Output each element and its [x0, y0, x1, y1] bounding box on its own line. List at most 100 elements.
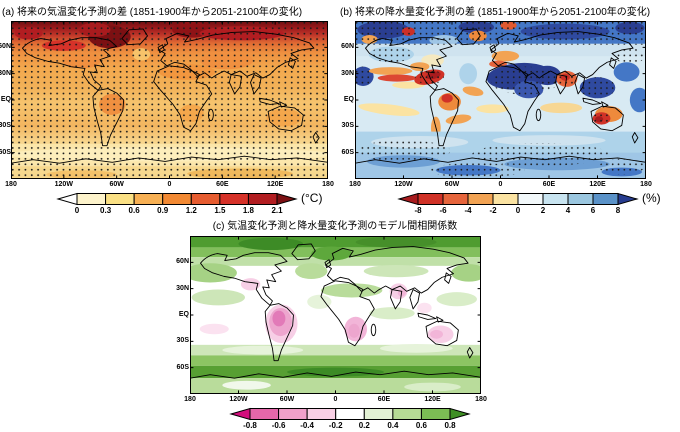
colorbar-tick-label: 0: [515, 206, 521, 215]
colorbar-segment: [306, 408, 337, 420]
lon-label: 60W: [444, 181, 460, 188]
colorbar-tick-label: -0.8: [243, 421, 257, 430]
colorbar-segment: [417, 193, 444, 205]
colorbar-tick-label: -4: [464, 206, 472, 215]
lon-label: 120W: [54, 181, 73, 188]
lat-label: 30S: [0, 122, 11, 129]
lon-label: 0: [167, 181, 172, 188]
lat-label: EQ: [0, 96, 11, 103]
colorbar-tick-label: 2.1: [271, 206, 283, 215]
colorbar-segment: [467, 193, 494, 205]
colorbar-tick-label: 0.6: [415, 421, 427, 430]
lat-label: 60N: [0, 43, 11, 50]
colorbar-left-arrow: [397, 192, 419, 206]
lon-label: 120E: [424, 396, 441, 403]
lon-label: 60E: [542, 181, 556, 188]
colorbar-tick-label: 4: [565, 206, 571, 215]
colorbar-segment: [105, 193, 135, 205]
lon-label: 120E: [267, 181, 284, 188]
colorbar-segment: [420, 408, 451, 420]
lon-label: 120W: [394, 181, 413, 188]
colorbar-c: [229, 407, 471, 421]
lon-label: 180: [184, 396, 196, 403]
colorbar-tick-label: -0.2: [328, 421, 343, 430]
panel-a-map: [11, 21, 328, 179]
colorbar-tick-label: -0.4: [300, 421, 314, 430]
colorbar-segment: [278, 408, 308, 420]
colorbar-tick-label: -0.6: [271, 421, 286, 430]
lat-label: 30N: [176, 285, 189, 292]
colorbar-segment: [492, 193, 519, 205]
lat-label: EQ: [343, 96, 354, 103]
panel-a-title: (a) 将来の気温変化予測の差 (1851-1900年から2051-2100年の…: [2, 7, 303, 18]
correlation-blobs: [190, 236, 481, 394]
lon-label: 60W: [279, 396, 295, 403]
colorbar-segment: [542, 193, 569, 205]
lat-label: 60S: [176, 364, 189, 371]
lon-label: 180: [475, 396, 487, 403]
colorbar-tick-label: 0.3: [100, 206, 112, 215]
lat-label: 30N: [0, 70, 11, 77]
temperature-change-map: [11, 21, 328, 179]
colorbar-segment: [442, 193, 469, 205]
colorbar-left-arrow: [229, 407, 251, 421]
colorbar-segment: [249, 408, 280, 420]
colorbar-segment: [76, 193, 107, 205]
lat-label: 30S: [176, 337, 189, 344]
colorbar-right-arrow: [617, 192, 639, 206]
lon-label: 180: [349, 181, 361, 188]
lon-label: 120W: [229, 396, 248, 403]
colorbar-left-arrow: [56, 192, 78, 206]
panel-b-map: [355, 21, 646, 179]
colorbar-segment: [592, 193, 619, 205]
colorbar-segment: [335, 408, 365, 420]
panel-c-map: [190, 236, 481, 394]
colorbar-tick-label: 0.9: [157, 206, 169, 215]
colorbar-tick-label: 0.6: [128, 206, 140, 215]
lon-label: 120E: [589, 181, 606, 188]
lon-label: 60W: [109, 181, 124, 188]
colorbar-tick-label: 0: [74, 206, 80, 215]
colorbar-right-arrow: [276, 192, 298, 206]
lat-label: 30S: [341, 122, 354, 129]
colorbar-tick-label: -2: [489, 206, 497, 215]
colorbar-tick-label: 2: [540, 206, 546, 215]
lat-label: 60S: [341, 149, 354, 156]
colorbar-tick-label: 8: [615, 206, 621, 215]
colorbar-tick-label: 0.2: [358, 421, 370, 430]
colorbar-segment: [247, 193, 278, 205]
colorbar-segment: [162, 193, 192, 205]
lat-label: 60N: [341, 43, 354, 50]
lon-label: 0: [333, 396, 338, 403]
colorbar-tick-label: 1.8: [242, 206, 254, 215]
colorbar-b-unit: (%): [642, 191, 661, 205]
precipitation-change-map: [355, 21, 646, 179]
colorbar-tick-label: 6: [590, 206, 596, 215]
panel-b-title: (b) 将来の降水量変化予測の差 (1851-1900年から2051-2100年…: [340, 7, 651, 18]
colorbar-a-unit: (°C): [301, 191, 323, 205]
colorbar-a: [56, 192, 298, 206]
colorbar-segment: [133, 193, 164, 205]
lon-label: 180: [322, 181, 334, 188]
lat-label: 60S: [0, 149, 11, 156]
colorbar-segment: [567, 193, 594, 205]
colorbar-tick-label: 0.4: [387, 421, 399, 430]
lon-label: 0: [498, 181, 503, 188]
lon-label: 180: [640, 181, 652, 188]
lat-label: 30N: [341, 70, 354, 77]
colorbar-tick-label: 1.5: [214, 206, 226, 215]
stipple-overlay: [355, 21, 646, 178]
colorbar-tick-label: 0.8: [444, 421, 456, 430]
colorbar-tick-label: 1.2: [185, 206, 197, 215]
lat-label: EQ: [178, 311, 189, 318]
lon-label: 60E: [216, 181, 229, 188]
panel-c-title: (c) 気温変化予測と降水量変化予測のモデル間相関係数: [212, 221, 458, 232]
lon-label: 180: [5, 181, 17, 188]
colorbar-segment: [517, 193, 544, 205]
colorbar-right-arrow: [449, 407, 471, 421]
lat-label: 60N: [176, 258, 189, 265]
model-correlation-map: [190, 236, 481, 394]
colorbar-segment: [190, 193, 221, 205]
colorbar-tick-label: -6: [439, 206, 447, 215]
